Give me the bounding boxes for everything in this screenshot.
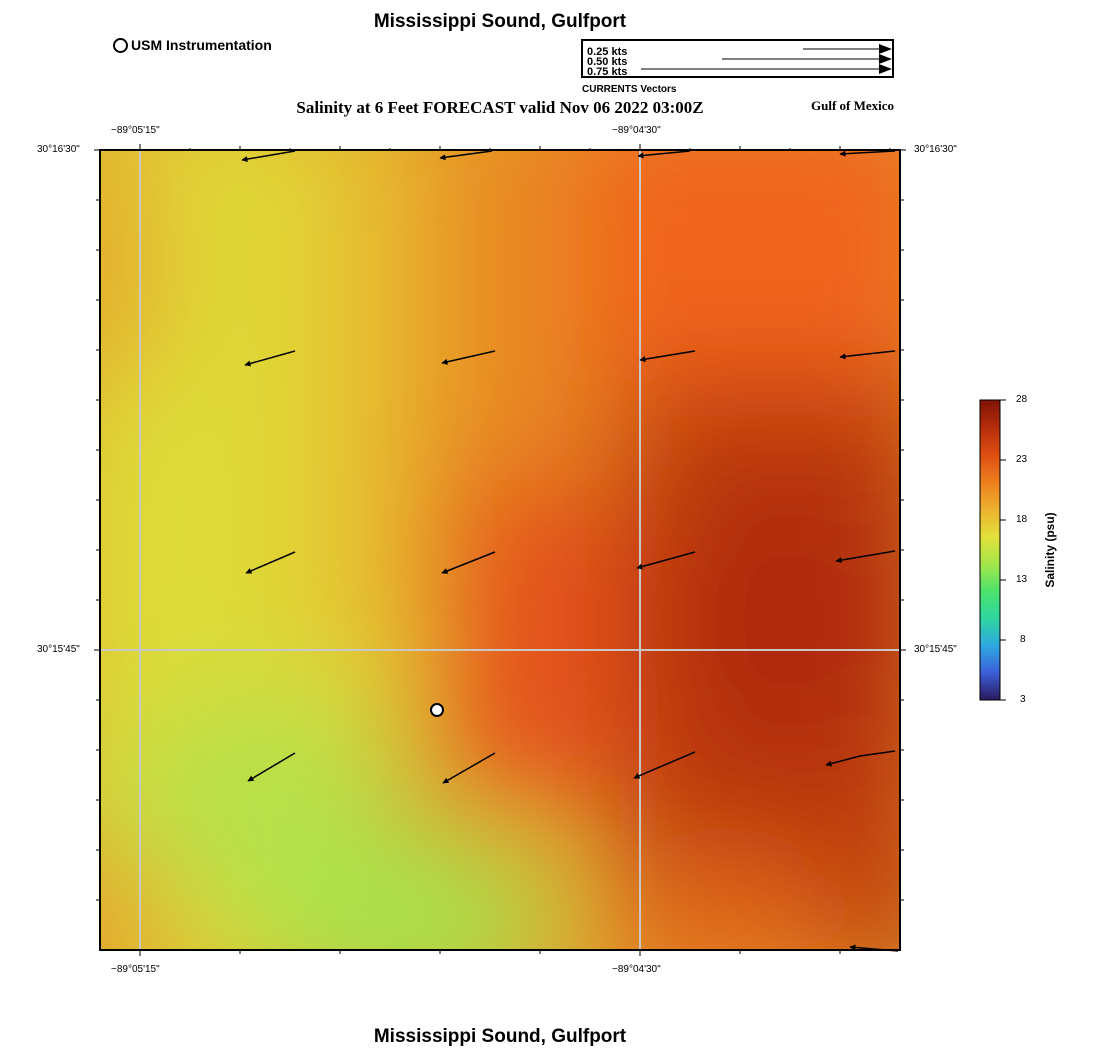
vector-scale-label-1: 0.25 kts [587, 46, 628, 58]
vector-scale-label-3: 0.75 kts [587, 66, 628, 78]
field-sw-corner [100, 860, 170, 950]
frame-ticks [94, 144, 906, 956]
current-arrow [633, 751, 696, 779]
lat-tick-left-1: 30°16'30" [37, 144, 80, 155]
lon-tick-top-2: −89°04'30" [612, 125, 661, 136]
scale-arrow-head-1 [879, 44, 892, 54]
field-south-orange [600, 860, 840, 950]
current-arrow [825, 750, 896, 767]
lat-tick-left-2: 30°15'45" [37, 644, 80, 655]
map-title: Mississippi Sound, Gulfport [373, 11, 627, 32]
lon-tick-top-1: −89°05'15" [111, 125, 160, 136]
colorbar [979, 399, 1006, 701]
current-arrow [835, 550, 896, 564]
forecast-subtitle: Salinity at 6 Feet FORECAST valid Nov 06… [296, 98, 704, 117]
lat-tick-right-1: 30°16'30" [914, 144, 957, 155]
current-arrow [636, 551, 696, 570]
current-arrow [247, 752, 296, 782]
lat-tick-right-2: 30°15'45" [914, 644, 957, 655]
colorbar-tick-label: 18 [1016, 514, 1028, 525]
map-footer-title: Mississippi Sound, Gulfport [373, 1026, 627, 1047]
colorbar-title: Salinity (psu) [1043, 512, 1057, 588]
salinity-field [100, 150, 900, 950]
colorbar-ramp [979, 399, 1001, 701]
current-arrow [839, 350, 896, 360]
vector-caption: CURRENTS Vectors [582, 84, 677, 95]
current-arrow [442, 752, 496, 784]
station-legend-label: USM Instrumentation [131, 37, 272, 53]
vector-scale-label-2: 0.50 kts [587, 56, 628, 68]
colorbar-tick-label: 8 [1020, 634, 1026, 645]
colorbar-tick-label: 28 [1016, 394, 1028, 405]
map-gridlines [100, 150, 900, 950]
field-green-south [250, 830, 550, 950]
current-arrow [839, 150, 896, 157]
field-dark-core [670, 470, 900, 770]
lon-tick-bottom-1: −89°05'15" [111, 964, 160, 975]
field-north-orange [580, 150, 900, 420]
current-arrow [241, 150, 296, 163]
current-arrow [441, 350, 496, 365]
colorbar-tick-label: 13 [1016, 574, 1028, 585]
current-arrow [441, 551, 496, 574]
field-blobs [100, 150, 900, 950]
colorbar-ticks [1000, 399, 1006, 701]
vector-scale-box: 0.25 kts 0.50 kts 0.75 kts [581, 39, 894, 78]
current-arrow [849, 944, 899, 952]
lon-tick-bottom-2: −89°04'30" [612, 964, 661, 975]
scale-arrow-head-3 [879, 64, 892, 74]
region-label: Gulf of Mexico [811, 98, 895, 113]
current-arrow [639, 350, 696, 363]
usm-station-marker[interactable] [430, 703, 444, 717]
current-arrow [244, 350, 296, 367]
field-red-orange [440, 480, 640, 800]
colorbar-tick-label: 3 [1020, 694, 1026, 705]
vector-scale-arrows [641, 44, 892, 74]
current-vectors [241, 150, 899, 952]
station-marker-icon [113, 37, 128, 53]
station-legend: USM Instrumentation [113, 37, 272, 53]
colorbar-tick-label: 23 [1016, 454, 1028, 465]
current-arrow [245, 551, 296, 574]
current-arrow [637, 150, 691, 159]
current-arrow [439, 150, 493, 161]
scale-arrow-head-2 [879, 54, 892, 64]
field-nw-edge [100, 150, 170, 400]
